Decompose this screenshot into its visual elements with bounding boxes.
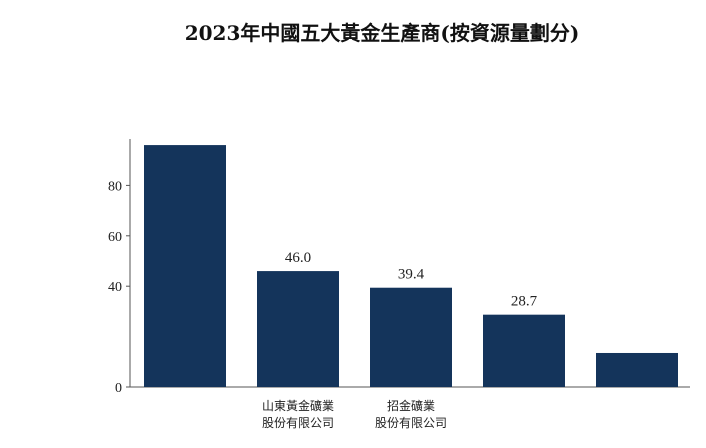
- bar-value-label: 39.4: [398, 267, 425, 283]
- category-label: 股份有限公司: [375, 416, 447, 430]
- bar-value-label: 28.7: [511, 294, 538, 310]
- bar-value-label: 46.0: [285, 250, 311, 266]
- bar: [596, 352, 678, 387]
- bar: [483, 314, 565, 387]
- bar-layer: [144, 145, 678, 387]
- category-label: 招金礦業: [387, 398, 435, 413]
- chart-title: 2023年中國五大黃金生產商(按資源量劃分): [185, 21, 580, 45]
- y-tick-label: 40: [108, 280, 122, 295]
- bar: [257, 271, 339, 387]
- y-tick-label: 60: [108, 230, 122, 245]
- y-tick-label: 0: [115, 381, 122, 396]
- bar: [370, 287, 452, 387]
- category-label: 山東黃金礦業: [262, 398, 334, 413]
- bar: [144, 145, 226, 387]
- category-label: 股份有限公司: [262, 416, 334, 430]
- y-tick-label: 80: [108, 179, 122, 194]
